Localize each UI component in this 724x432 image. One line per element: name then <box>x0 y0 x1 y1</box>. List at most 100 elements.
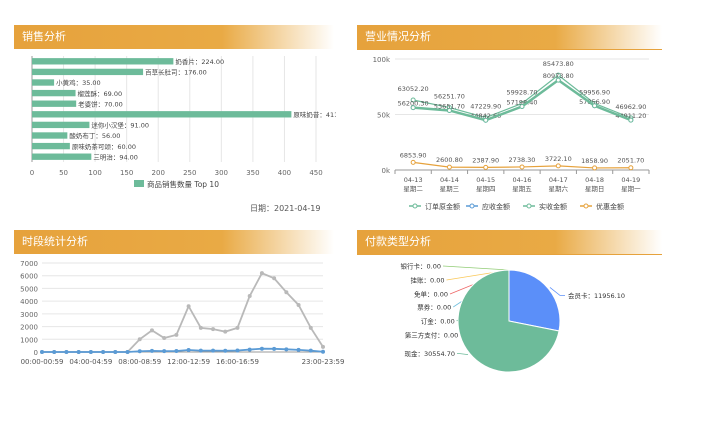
data-point <box>555 77 561 83</box>
data-point <box>592 103 598 109</box>
data-point <box>40 350 44 354</box>
point-data-label: 53651.70 <box>434 102 465 110</box>
data-point <box>223 348 228 353</box>
bar-data-label: 原味奶昔：411.00 <box>293 110 336 119</box>
time-chart: 0 1000 2000 3000 4000 5000 6000 7000 00:00-00:59… <box>20 260 344 366</box>
data-point <box>259 271 264 276</box>
data-point <box>446 164 452 170</box>
point-data-label: 44911.20 <box>615 112 646 120</box>
panel-title: 付款类型分析 <box>357 230 662 255</box>
data-point <box>211 348 216 353</box>
point-data-label: 2738.30 <box>509 156 536 164</box>
point-data-label: 57198.40 <box>506 99 537 107</box>
point-data-label: 59956.90 <box>579 88 610 96</box>
data-point <box>64 350 69 354</box>
x-tick-label: 04-15 <box>476 176 495 184</box>
legend-swatch <box>412 203 418 209</box>
x-tick-label: 星期三 <box>440 185 460 193</box>
data-point <box>186 304 191 309</box>
data-point <box>101 350 106 354</box>
data-point <box>296 302 301 307</box>
business-chart: 0k50k100k04-13星期二04-14星期三04-15星期四04-16星期… <box>373 56 650 211</box>
pie-slice <box>508 269 561 332</box>
x-tick-label: 星期一 <box>621 185 641 193</box>
data-point <box>235 325 240 330</box>
bar <box>32 58 174 65</box>
x-tick-label: 450 <box>309 169 322 177</box>
x-tick-label: 星期六 <box>549 184 569 193</box>
data-point <box>321 349 325 354</box>
data-point <box>211 327 216 332</box>
y-tick-label: 7000 <box>20 260 38 268</box>
x-tick-label: 100 <box>88 169 101 177</box>
data-point <box>162 336 167 341</box>
data-point <box>149 328 154 333</box>
payment-chart: 银行卡：0.00 挂账：0.00 免单：0.00 票券：0.00 订金：0.00 第三方支… <box>401 262 625 373</box>
y-tick-label: 6000 <box>20 273 38 281</box>
series-line <box>42 272 324 353</box>
point-data-label: 44842.60 <box>470 112 501 120</box>
x-tick-label: 04-13 <box>404 176 423 184</box>
data-point <box>198 348 203 353</box>
data-point <box>628 117 634 123</box>
data-point <box>259 346 264 351</box>
data-point <box>284 290 289 295</box>
y-tick-label: 50k <box>377 112 391 120</box>
data-point <box>410 159 416 165</box>
legend-swatch <box>469 203 475 209</box>
x-tick-label: 12:00-12:59 <box>167 358 210 366</box>
y-tick-label: 3000 <box>20 311 38 319</box>
data-point <box>410 97 416 103</box>
x-tick-label: 200 <box>152 169 165 177</box>
data-point <box>198 325 203 330</box>
data-point <box>321 344 325 349</box>
point-data-label: 56200.30 <box>398 100 429 108</box>
data-point <box>113 350 118 354</box>
data-point <box>519 104 525 110</box>
data-point <box>247 294 252 299</box>
data-point <box>272 276 277 281</box>
x-tick-label: 04-16 <box>513 176 532 184</box>
data-point <box>137 349 142 354</box>
point-data-label: 56251.70 <box>434 93 465 101</box>
data-point <box>174 332 179 337</box>
legend-label: 商品销售数量 Top 10 <box>147 179 219 189</box>
bar <box>32 142 70 150</box>
y-tick-label: 0 <box>34 349 38 357</box>
data-point <box>186 347 191 352</box>
x-tick-label: 04-18 <box>585 176 604 184</box>
y-tick-label: 100k <box>373 56 391 64</box>
data-point <box>592 165 598 171</box>
label-leader <box>442 265 510 271</box>
legend-label: 应收金额 <box>482 202 510 211</box>
point-data-label: 63052.20 <box>398 85 429 93</box>
pie-slice <box>457 269 560 373</box>
point-data-label: 80973.80 <box>543 72 574 80</box>
data-point <box>272 346 277 351</box>
y-tick-label: 5000 <box>20 285 38 293</box>
point-data-label: 2051.70 <box>617 157 644 165</box>
data-point <box>284 347 289 352</box>
x-tick-label: 00:00-00:59 <box>21 358 64 366</box>
data-point <box>446 107 452 113</box>
slice-label: 票券：0.00 <box>417 303 451 312</box>
data-point <box>137 337 142 342</box>
bar-data-label: 酸奶布丁：56.00 <box>69 131 120 140</box>
bar <box>32 111 292 118</box>
data-point <box>483 164 489 170</box>
data-point <box>149 348 154 353</box>
panel-title: 时段统计分析 <box>14 230 334 254</box>
x-tick-label: 400 <box>278 169 291 177</box>
legend-swatch <box>583 203 589 209</box>
payment-panel: 付款类型分析 <box>357 230 662 255</box>
y-tick-label: 1000 <box>20 336 38 344</box>
x-tick-label: 04-19 <box>621 176 640 184</box>
data-point <box>247 347 252 352</box>
panel-title: 营业情况分析 <box>357 25 662 50</box>
slice-label: 订金：0.00 <box>421 317 455 326</box>
bar <box>32 68 144 76</box>
label-leader <box>457 353 469 356</box>
slice-label: 现金：30554.70 <box>404 349 455 358</box>
x-tick-label: 04-17 <box>549 176 568 184</box>
slice-label: 免单：0.00 <box>414 290 448 299</box>
